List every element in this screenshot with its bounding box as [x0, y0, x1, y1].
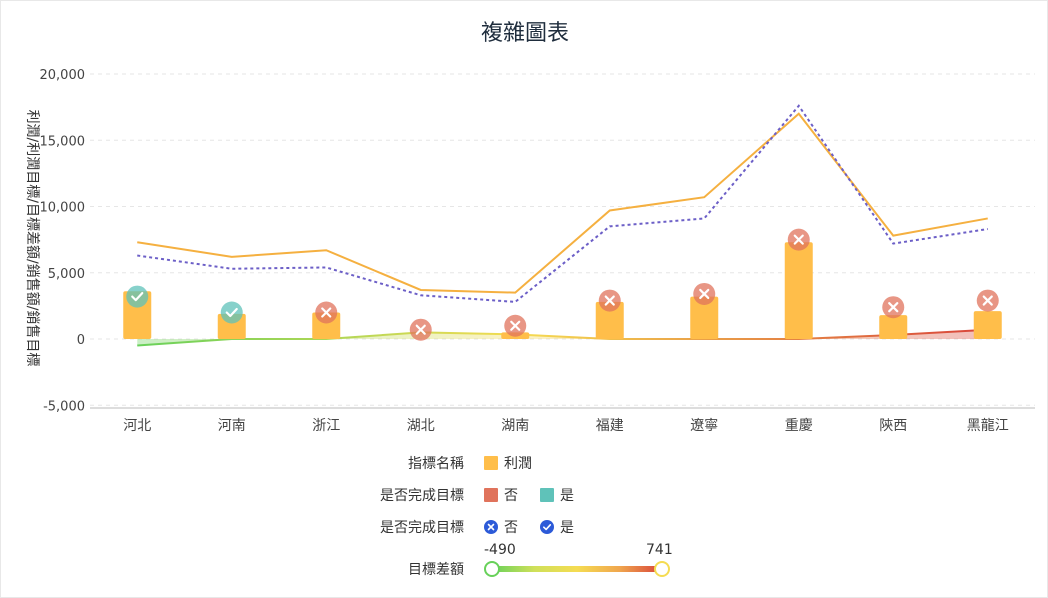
gap-max-label: 741: [646, 542, 673, 558]
not-done-marker-icon: [787, 228, 810, 251]
gap-min-handle[interactable]: [484, 561, 500, 577]
legend-metric-title: 指標名稱: [408, 456, 464, 472]
legend-done-shape: 是否完成目標 否 是: [0, 514, 1048, 538]
x-tick-label: 遼寧: [690, 417, 718, 434]
y-tick-label: 10,000: [40, 201, 86, 216]
x-glyph: [888, 302, 899, 313]
y-axis-label-text: 利潤/利潤目標/目標差額/銷售額/銷售目標: [24, 110, 40, 367]
x-mark-icon[interactable]: [484, 520, 498, 534]
not-done-marker-icon: [409, 318, 432, 341]
legend-no-swatch[interactable]: [484, 488, 498, 502]
legend-yes-swatch[interactable]: [540, 488, 554, 502]
legend-done-title: 是否完成目標: [380, 488, 464, 504]
not-done-marker-icon: [504, 314, 527, 337]
gradient-bar: [492, 566, 662, 572]
legend-gap-title: 目標差額: [408, 562, 464, 578]
x-glyph: [604, 295, 615, 306]
marker-circle: [126, 285, 149, 308]
profit-bar: [973, 311, 1002, 339]
legend-done2-title: 是否完成目標: [380, 520, 464, 536]
done-marker-icon: [220, 301, 243, 324]
profit-bar: [690, 296, 719, 339]
x-tick-label: 黑龍江: [967, 417, 1009, 434]
x-glyph: [699, 288, 710, 300]
gap-min-label: -490: [484, 542, 516, 558]
check-mark-icon[interactable]: [540, 520, 554, 534]
legend-profit-swatch[interactable]: [484, 456, 498, 470]
x-glyph: [793, 234, 804, 245]
legend-yes2-label[interactable]: 是: [560, 520, 574, 536]
y-tick-label: 5,000: [48, 267, 85, 282]
x-tick-label: 河南: [218, 418, 246, 434]
not-done-marker-icon: [976, 289, 999, 312]
done-marker-icon: [126, 285, 149, 308]
legend-no-label[interactable]: 否: [504, 488, 518, 504]
x-tick-label: 福建: [596, 418, 624, 434]
x-tick-label: 重慶: [785, 418, 813, 434]
profit-bar: [784, 242, 813, 339]
marker-circle: [220, 301, 243, 324]
legend-no2-label[interactable]: 否: [504, 520, 518, 536]
check-glyph: [131, 292, 144, 302]
y-tick-label: 0: [77, 333, 85, 348]
x-glyph: [321, 307, 332, 318]
legend-profit-label[interactable]: 利潤: [504, 456, 532, 472]
legend-yes-label[interactable]: 是: [560, 488, 574, 504]
not-done-marker-icon: [598, 289, 621, 312]
gap-line: [137, 328, 988, 347]
x-tick-label: 湖南: [501, 418, 529, 434]
chart-title: 複雜圖表: [481, 21, 569, 46]
not-done-marker-icon: [882, 296, 905, 319]
y-axis-label: 利潤/利潤目標/目標差額/銷售額/銷售目標: [24, 110, 40, 367]
y-tick-label: 15,000: [40, 134, 86, 149]
x-tick-label: 浙江: [312, 418, 340, 434]
x-glyph: [982, 295, 993, 306]
x-glyph: [510, 320, 521, 331]
x-tick-label: 河北: [123, 418, 151, 434]
check-glyph: [225, 307, 238, 318]
legend-metric: 指標名稱 利潤: [0, 450, 1048, 474]
y-tick-label: 20,000: [40, 68, 86, 83]
y-tick-label: -5,000: [43, 399, 85, 414]
legend-done-color: 是否完成目標 否 是: [0, 482, 1048, 506]
x-glyph: [415, 324, 426, 335]
not-done-marker-icon: [315, 301, 338, 324]
not-done-marker-icon: [693, 282, 716, 305]
profit-bar: [595, 301, 624, 339]
legend-gap: 目標差額 -490 741: [0, 542, 1048, 580]
profit-bar: [879, 315, 908, 339]
gap-max-handle[interactable]: [654, 561, 670, 577]
x-tick-label: 湖北: [407, 418, 435, 434]
x-tick-label: 陝西: [879, 418, 907, 434]
gap-gradient-slider[interactable]: -490 741: [484, 542, 674, 582]
sales-target-line: [137, 104, 988, 303]
